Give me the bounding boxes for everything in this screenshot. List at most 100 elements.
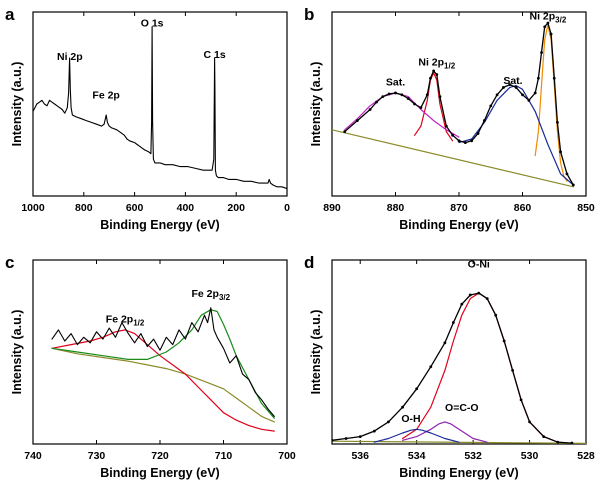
peak-annotation: O=C-O: [445, 402, 479, 414]
panel-a: a 1000 800 600 400 200 0 Binding Energy (eV) Int…: [5, 5, 290, 232]
data-point: [457, 139, 461, 143]
data-point: [540, 51, 543, 54]
data-point: [332, 438, 334, 442]
peak-annotation: Fe 2p1/2: [106, 314, 145, 328]
data-point: [400, 93, 404, 97]
data-point: [387, 420, 390, 424]
panel-d: d 536 534 532 530 528 Binding Energy (eV) Inten…: [304, 253, 595, 480]
x-tick-label: 530: [521, 450, 539, 462]
data-point: [463, 141, 467, 145]
x-axis-label: Binding Energy (eV): [399, 218, 518, 232]
data-point: [483, 119, 486, 122]
data-point: [394, 91, 397, 95]
peak-annotation: Ni 2p: [57, 51, 83, 63]
x-axis-label: Binding Energy (eV): [399, 466, 518, 480]
x-tick-label: 880: [387, 202, 405, 214]
series-line-3: [402, 421, 488, 443]
data-point: [358, 435, 362, 439]
data-point: [368, 108, 372, 111]
x-tick-label: 532: [464, 450, 482, 462]
y-axis-label: Intensity (a.u.): [10, 62, 24, 147]
plot-area: [33, 26, 287, 190]
data-point: [415, 387, 419, 391]
x-tick-label: 1000: [21, 202, 45, 214]
data-point: [570, 441, 574, 444]
data-point: [435, 73, 439, 76]
peak-annotation: O-H: [401, 413, 420, 425]
data-point: [542, 435, 546, 439]
x-tick-label: 400: [177, 202, 195, 214]
peak-annotation: Sat.: [386, 77, 405, 89]
data-point: [485, 297, 489, 301]
peak-annotation: O 1s: [141, 18, 164, 30]
data-point: [429, 76, 432, 80]
x-tick-label: 730: [88, 450, 106, 462]
data-point: [502, 339, 506, 343]
data-point: [508, 83, 512, 87]
data-point: [495, 93, 499, 97]
panel-letter: a: [5, 5, 15, 24]
panel-c: c 740 730 720 710 700 Binding Energy (eV) Inten…: [5, 253, 296, 480]
data-point: [543, 25, 547, 29]
data-point: [552, 76, 556, 80]
y-axis-label: Intensity (a.u.): [10, 310, 24, 395]
series-line-2: [414, 72, 454, 142]
series-line-2: [402, 292, 559, 443]
data-point: [375, 100, 378, 104]
x-tick-label: 850: [577, 202, 595, 214]
y-axis-label: Intensity (a.u.): [309, 310, 323, 395]
plot-frame: [32, 11, 288, 197]
x-tick-label: 890: [323, 202, 341, 214]
data-point: [511, 369, 515, 372]
x-tick-label: 740: [24, 450, 42, 462]
x-tick-label: 870: [450, 202, 468, 214]
data-point: [521, 93, 524, 97]
x-tick-label: 860: [514, 202, 532, 214]
panel-letter: b: [304, 5, 314, 24]
data-point: [451, 133, 455, 137]
data-point: [514, 86, 518, 89]
data-point: [401, 405, 404, 409]
data-point: [451, 321, 455, 324]
peak-annotation: Ni 2p1/2: [418, 56, 455, 70]
data-point: [556, 121, 559, 124]
series-line-0: [344, 22, 574, 186]
peak-annotation: O-Ni: [468, 258, 490, 270]
plot-area: [51, 307, 275, 432]
x-tick-label: 536: [351, 450, 369, 462]
x-tick-label: 534: [408, 450, 426, 462]
series-line-2: [51, 329, 275, 432]
x-tick-label: 720: [151, 450, 169, 462]
data-point: [571, 183, 575, 187]
x-tick-label: 200: [227, 202, 245, 214]
data-point: [565, 172, 569, 176]
x-tick-label: 710: [215, 450, 233, 462]
x-axis-label: Binding Energy (eV): [100, 466, 219, 480]
x-tick-label: 800: [75, 202, 93, 214]
data-point: [356, 119, 359, 122]
data-point: [381, 95, 385, 99]
x-tick-label: 700: [278, 450, 296, 462]
series-line-3: [51, 309, 275, 419]
data-point: [432, 69, 435, 73]
peak-annotation: Fe 2p: [92, 89, 119, 101]
data-point: [470, 139, 474, 143]
peak-annotation: C 1s: [204, 49, 226, 61]
data-point: [502, 86, 505, 89]
series-line-0: [51, 307, 275, 417]
data-point: [406, 97, 410, 100]
data-point: [444, 124, 448, 128]
data-point: [425, 93, 429, 97]
series-line-0: [33, 26, 287, 190]
data-point: [343, 130, 347, 134]
plot-area: [332, 291, 586, 444]
panel-letter: c: [5, 253, 14, 272]
data-point: [527, 98, 531, 102]
data-point: [344, 437, 348, 440]
peak-annotation: Sat.: [503, 75, 522, 87]
data-point: [372, 429, 376, 433]
plot-area: [332, 21, 575, 188]
series-line-4: [373, 428, 460, 443]
data-point: [419, 106, 423, 110]
